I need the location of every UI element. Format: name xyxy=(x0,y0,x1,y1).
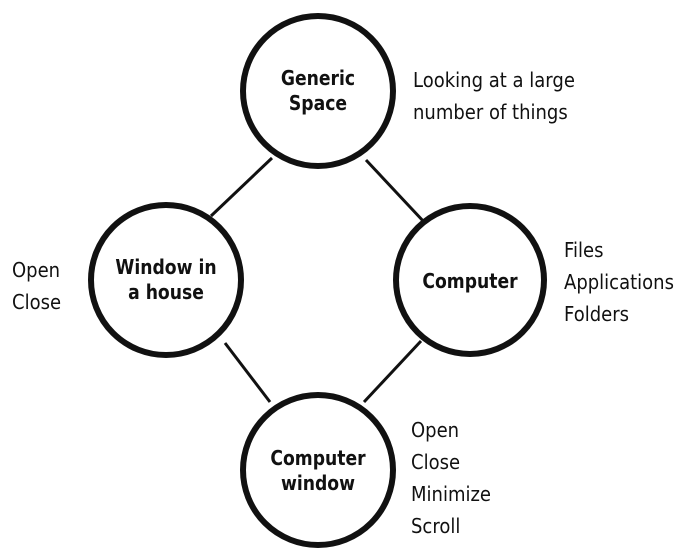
annotation-line: Files xyxy=(564,238,604,262)
node-computer-circle xyxy=(393,203,547,357)
node-window-in-house-circle xyxy=(88,202,244,358)
annotation-line: Applications xyxy=(564,270,674,294)
annotation-line: Minimize xyxy=(411,482,492,506)
annotation-line: Close xyxy=(12,290,62,314)
annotation-line: Close xyxy=(411,450,461,474)
annotation-line: Open xyxy=(411,418,460,442)
annotation-line: Scroll xyxy=(411,514,461,538)
edge-computer-to-computer-window xyxy=(362,339,423,404)
node-computer-label: Computer xyxy=(422,268,518,293)
annotation-generic-space: Looking at a large number of things xyxy=(413,64,575,128)
annotation-line: Looking at a large xyxy=(413,68,575,92)
node-generic-space-label: Generic Space xyxy=(280,66,356,115)
edge-window-in-house-to-computer-window xyxy=(223,342,272,403)
node-window-in-house-label: Window in a house xyxy=(115,255,217,304)
annotation-line: Folders xyxy=(564,302,630,326)
annotation-line: Open xyxy=(12,258,61,282)
edge-generic-space-to-window-in-house xyxy=(209,156,274,218)
annotation-computer-window: Open Close Minimize Scroll xyxy=(411,414,491,542)
annotation-window-in-house: Open Close xyxy=(12,254,61,318)
node-computer-window-circle xyxy=(240,392,396,548)
node-computer-window-label: Computer window xyxy=(270,446,366,495)
annotation-line: number of things xyxy=(413,100,568,124)
node-generic-space-circle xyxy=(240,13,396,169)
annotation-computer: Files Applications Folders xyxy=(564,234,674,330)
edge-generic-space-to-computer xyxy=(364,158,427,225)
